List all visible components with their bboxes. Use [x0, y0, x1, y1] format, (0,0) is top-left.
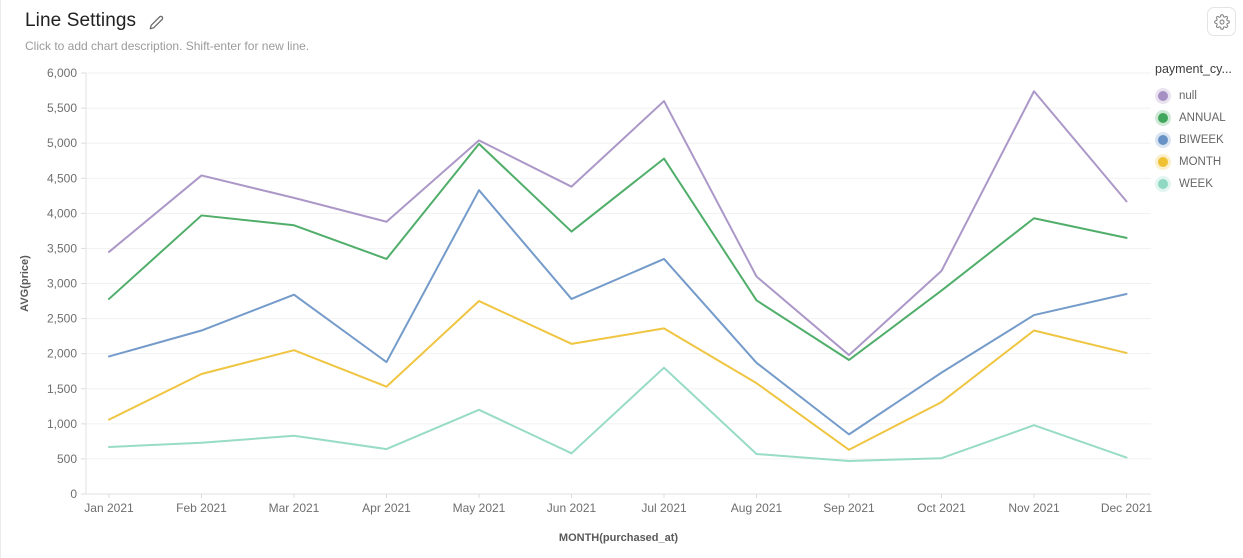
svg-text:Jul 2021: Jul 2021	[641, 501, 687, 515]
legend-item[interactable]: WEEK	[1155, 173, 1243, 195]
svg-text:0: 0	[70, 487, 77, 501]
svg-text:4,000: 4,000	[47, 206, 77, 220]
svg-text:Oct 2021: Oct 2021	[917, 501, 966, 515]
legend-series-label: MONTH	[1179, 156, 1222, 168]
svg-text:4,500: 4,500	[47, 171, 77, 185]
legend-item[interactable]: ANNUAL	[1155, 107, 1243, 129]
svg-text:2,500: 2,500	[47, 312, 77, 326]
legend-series-dot-icon	[1158, 91, 1168, 101]
legend-series-label: null	[1179, 90, 1197, 102]
svg-text:Nov 2021: Nov 2021	[1008, 501, 1060, 515]
svg-text:MONTH(purchased_at): MONTH(purchased_at)	[559, 532, 679, 544]
svg-text:Dec 2021: Dec 2021	[1101, 501, 1153, 515]
svg-text:5,000: 5,000	[47, 136, 77, 150]
settings-button[interactable]	[1207, 7, 1236, 36]
svg-text:Jan 2021: Jan 2021	[84, 501, 134, 515]
page-title[interactable]: Line Settings	[25, 10, 137, 31]
legend-series-label: WEEK	[1179, 178, 1213, 190]
chart-description-placeholder[interactable]: Click to add chart description. Shift-en…	[25, 39, 310, 53]
svg-text:500: 500	[57, 452, 77, 466]
svg-text:2,000: 2,000	[47, 347, 77, 361]
svg-text:Jun 2021: Jun 2021	[547, 501, 597, 515]
legend-item[interactable]: null	[1155, 85, 1243, 107]
legend-series-label: BIWEEK	[1179, 134, 1224, 146]
edit-title-icon[interactable]	[149, 15, 164, 30]
svg-text:1,000: 1,000	[47, 417, 77, 431]
svg-text:3,000: 3,000	[47, 277, 77, 291]
svg-text:1,500: 1,500	[47, 382, 77, 396]
legend-series-dot-icon	[1158, 179, 1168, 189]
svg-text:5,500: 5,500	[47, 101, 77, 115]
chart-header: Line Settings Click to add chart descrip…	[25, 10, 309, 53]
legend-series-label: ANNUAL	[1179, 112, 1226, 124]
svg-text:3,500: 3,500	[47, 241, 77, 255]
gear-icon	[1213, 13, 1230, 30]
legend-item[interactable]: MONTH	[1155, 151, 1243, 173]
legend-series-dot-icon	[1158, 135, 1168, 145]
svg-text:6,000: 6,000	[47, 66, 77, 80]
svg-text:Apr 2021: Apr 2021	[362, 501, 411, 515]
legend: payment_cy... null ANNUAL BIWEEK MONTH WEEK	[1155, 62, 1243, 195]
svg-text:AVG(price): AVG(price)	[19, 255, 31, 312]
legend-series-dot-icon	[1158, 113, 1168, 123]
svg-text:Feb 2021: Feb 2021	[176, 501, 227, 515]
legend-item[interactable]: BIWEEK	[1155, 129, 1243, 151]
svg-text:Aug 2021: Aug 2021	[731, 501, 783, 515]
svg-text:Mar 2021: Mar 2021	[269, 501, 320, 515]
legend-series-dot-icon	[1158, 157, 1168, 167]
legend-items: null ANNUAL BIWEEK MONTH WEEK	[1155, 85, 1243, 195]
svg-text:May 2021: May 2021	[453, 501, 506, 515]
svg-text:Sep 2021: Sep 2021	[823, 501, 875, 515]
legend-title: payment_cy...	[1155, 62, 1232, 76]
